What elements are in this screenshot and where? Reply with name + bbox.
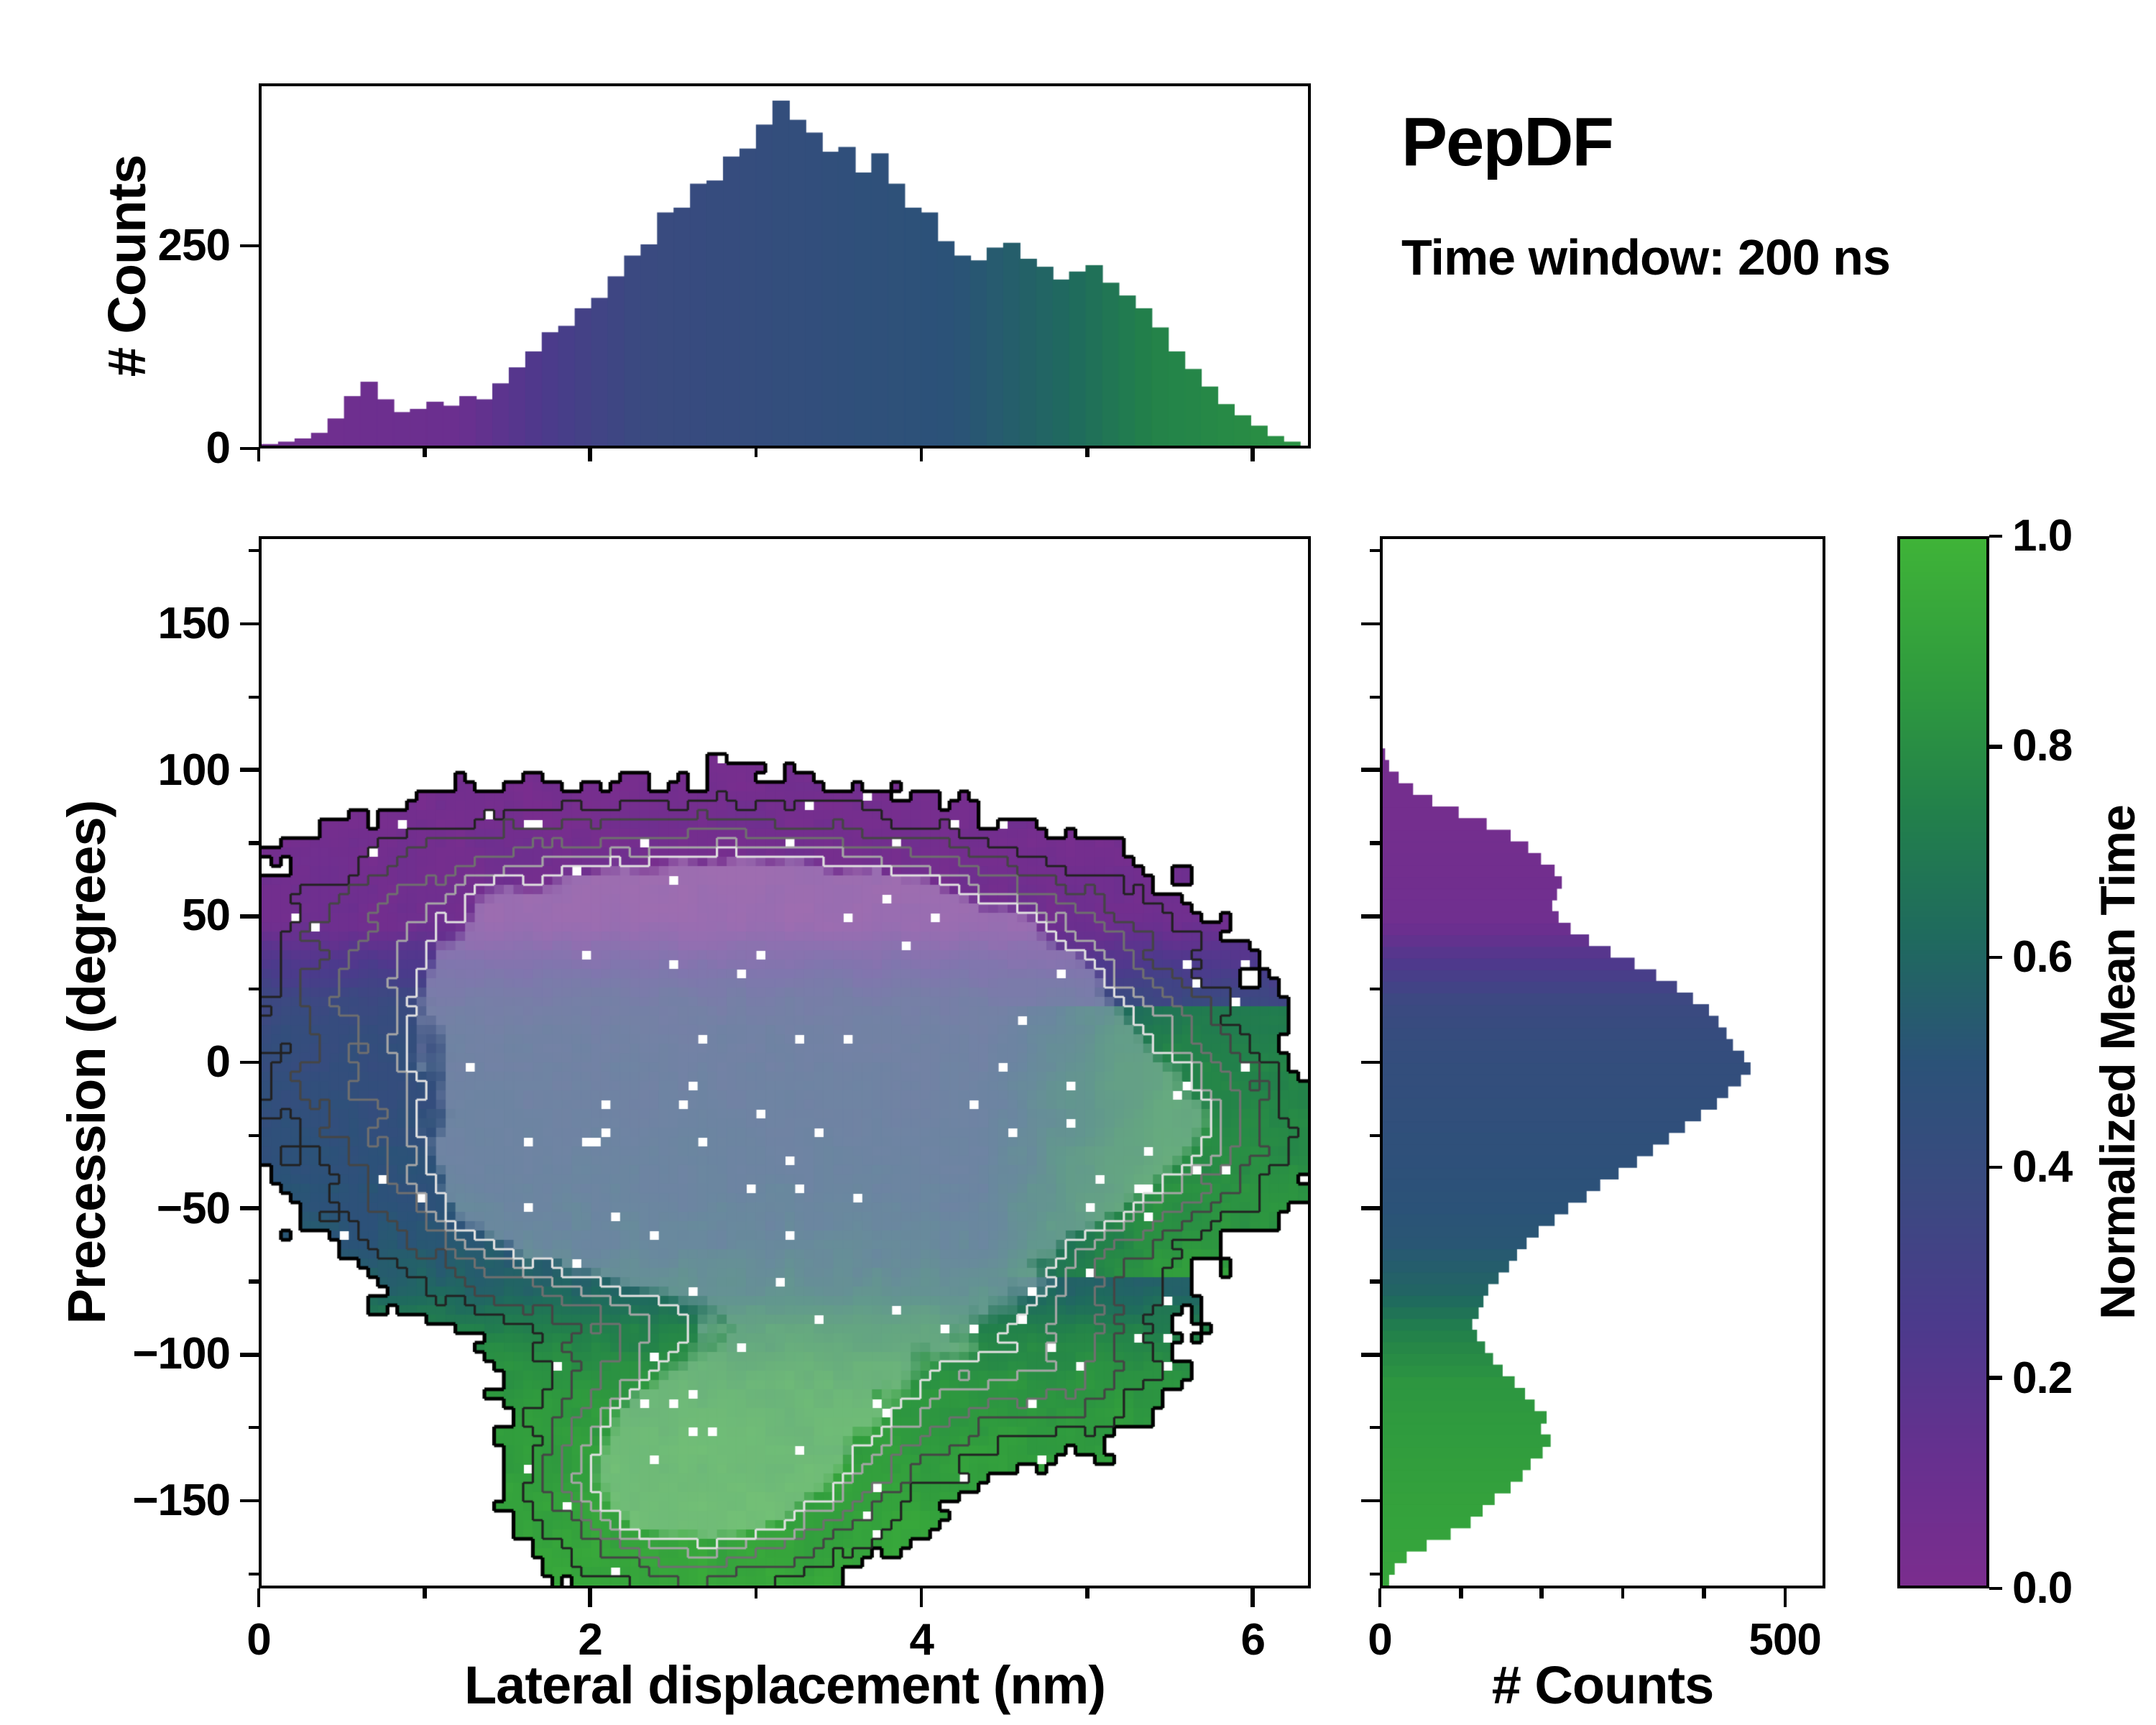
tick-label: 0.4: [2012, 1141, 2073, 1192]
right-hist-x-axis-label: # Counts: [1491, 1656, 1715, 1715]
tick-mark: [240, 1499, 259, 1503]
main-y-axis-label: Precession (degrees): [57, 800, 116, 1325]
tick-label: −100: [132, 1328, 231, 1379]
tick-mark: [240, 446, 259, 451]
tick-mark: [1361, 1353, 1380, 1357]
tick-mark: [1361, 914, 1380, 919]
figure-subtitle: Time window: 200 ns: [1401, 230, 1891, 286]
tick-mark: [1370, 548, 1380, 553]
tick-mark: [1370, 695, 1380, 699]
tick-mark: [588, 1588, 592, 1607]
tick-mark: [240, 1353, 259, 1357]
joint-distribution-panel: [259, 536, 1311, 1588]
tick-mark: [1539, 1588, 1544, 1598]
tick-mark: [1370, 1425, 1380, 1430]
tick-label: −150: [132, 1475, 231, 1525]
tick-label: 6: [1240, 1614, 1266, 1665]
tick-label: 2: [578, 1614, 602, 1665]
tick-mark: [240, 914, 259, 919]
tick-mark: [249, 1425, 259, 1430]
tick-label: 150: [157, 598, 231, 648]
main-x-axis-label: Lateral displacement (nm): [464, 1656, 1106, 1715]
tick-mark: [754, 448, 758, 457]
right-histogram-canvas: [1383, 539, 1823, 1586]
tick-mark: [588, 448, 592, 461]
right-histogram-panel: [1380, 536, 1825, 1588]
tick-mark: [240, 1060, 259, 1064]
tick-mark: [1250, 1588, 1255, 1607]
tick-label: 500: [1749, 1614, 1821, 1665]
tick-mark: [1361, 1206, 1380, 1210]
tick-mark: [257, 448, 261, 461]
tick-mark: [249, 695, 259, 699]
colorbar-canvas: [1900, 539, 1986, 1586]
top-hist-y-axis-label: # Counts: [98, 155, 157, 377]
tick-label: 0.2: [2012, 1352, 2073, 1403]
tick-mark: [1370, 841, 1380, 845]
tick-mark: [919, 448, 923, 461]
tick-mark: [1370, 1279, 1380, 1284]
tick-mark: [1989, 1586, 2002, 1591]
tick-mark: [423, 1588, 427, 1598]
tick-mark: [1085, 448, 1089, 457]
joint-distribution-canvas: [262, 539, 1308, 1586]
tick-label: 0: [1368, 1614, 1392, 1665]
tick-mark: [240, 622, 259, 626]
tick-label: 1.0: [2012, 510, 2073, 561]
tick-label: 100: [157, 744, 231, 795]
colorbar-panel: [1897, 536, 1989, 1588]
tick-mark: [249, 548, 259, 553]
tick-mark: [919, 1588, 923, 1607]
tick-mark: [249, 841, 259, 845]
tick-label: 250: [157, 219, 231, 270]
tick-label: 0.0: [2012, 1563, 2073, 1613]
tick-label: 0: [247, 1614, 271, 1665]
tick-mark: [1085, 1588, 1089, 1598]
tick-mark: [240, 1206, 259, 1210]
tick-mark: [249, 1572, 259, 1576]
tick-mark: [1459, 1588, 1463, 1598]
tick-mark: [1250, 448, 1255, 461]
figure-title: PepDF: [1401, 105, 1614, 181]
tick-label: 0: [206, 1036, 231, 1087]
tick-mark: [1361, 1060, 1380, 1064]
tick-mark: [249, 1133, 259, 1138]
tick-mark: [1370, 1133, 1380, 1138]
tick-label: 50: [182, 890, 231, 941]
tick-mark: [1989, 955, 2002, 960]
tick-mark: [1989, 1165, 2002, 1169]
tick-mark: [240, 768, 259, 772]
tick-mark: [240, 244, 259, 248]
tick-mark: [1989, 534, 2002, 538]
tick-mark: [1370, 1572, 1380, 1576]
tick-mark: [754, 1588, 758, 1598]
top-histogram-panel: [259, 83, 1311, 448]
tick-mark: [1370, 987, 1380, 991]
tick-mark: [1989, 1376, 2002, 1380]
tick-label: 0: [206, 423, 231, 473]
tick-label: 0.8: [2012, 720, 2073, 771]
tick-mark: [1621, 1588, 1625, 1598]
tick-label: −50: [156, 1182, 231, 1233]
colorbar-label: Normalized Mean Time: [2091, 805, 2146, 1320]
tick-mark: [1361, 768, 1380, 772]
tick-label: 0.6: [2012, 931, 2073, 982]
tick-mark: [249, 987, 259, 991]
tick-mark: [1989, 745, 2002, 749]
tick-mark: [1361, 622, 1380, 626]
tick-mark: [1783, 1588, 1787, 1607]
tick-mark: [1361, 1499, 1380, 1503]
tick-label: 4: [909, 1614, 934, 1665]
tick-mark: [249, 1279, 259, 1284]
tick-mark: [1378, 1588, 1382, 1607]
tick-mark: [257, 1588, 261, 1607]
top-histogram-canvas: [262, 86, 1308, 446]
tick-mark: [423, 448, 427, 457]
tick-mark: [1702, 1588, 1706, 1598]
